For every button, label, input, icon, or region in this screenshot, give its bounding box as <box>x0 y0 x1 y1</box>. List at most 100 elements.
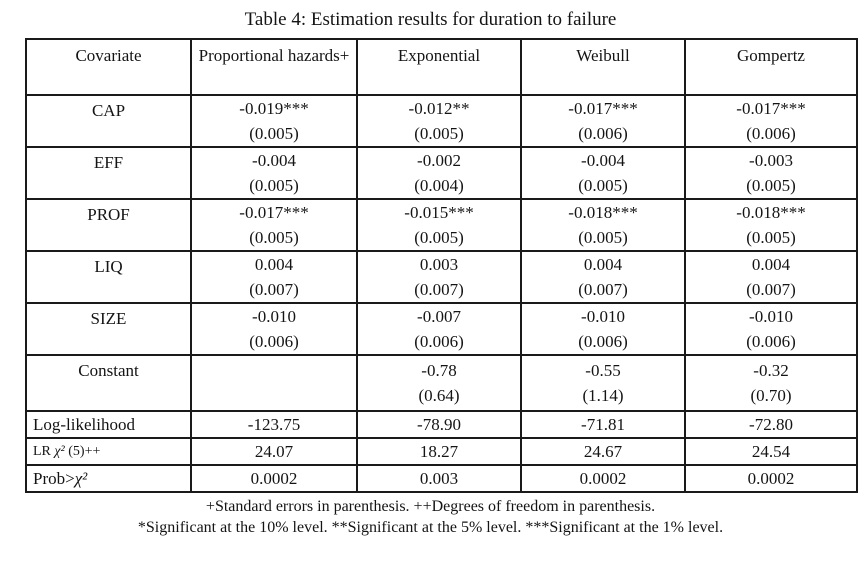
coefficient-value: -0.010 <box>749 307 793 326</box>
coefficient-value: -0.007 <box>417 307 461 326</box>
standard-error: (0.006) <box>249 332 299 351</box>
coefficient-value: -0.010 <box>581 307 625 326</box>
results-table: Covariate Proportional hazards+ Exponent… <box>25 38 858 493</box>
standard-error: (0.007) <box>249 280 299 299</box>
standard-error: (0.006) <box>414 332 464 351</box>
row-prob-chi2: Prob>χ² 0.0002 0.003 0.0002 0.0002 <box>25 464 858 493</box>
standard-error: (0.004) <box>414 176 464 195</box>
stat-value: -71.81 <box>520 410 686 439</box>
stat-value: 24.07 <box>190 437 358 466</box>
coef-cell: -0.004 (0.005) <box>190 146 358 200</box>
coef-cell: 0.004 (0.007) <box>190 250 358 304</box>
coefficient-value: -0.78 <box>421 361 457 380</box>
stat-value: 0.0002 <box>684 464 858 493</box>
coef-cell <box>190 354 358 412</box>
coefficient-value: -0.004 <box>581 151 625 170</box>
standard-error: (0.005) <box>578 176 628 195</box>
coefficient-value: -0.002 <box>417 151 461 170</box>
coef-cell: -0.010 (0.006) <box>190 302 358 356</box>
row-label: PROF <box>25 198 192 252</box>
standard-error: (0.007) <box>414 280 464 299</box>
stat-value: 18.27 <box>356 437 522 466</box>
standard-error: (0.007) <box>578 280 628 299</box>
coef-cell: -0.004 (0.005) <box>520 146 686 200</box>
col-header-gompertz: Gompertz <box>684 38 858 96</box>
row-log-likelihood: Log-likelihood -123.75 -78.90 -71.81 -72… <box>25 410 858 439</box>
table-title: Table 4: Estimation results for duration… <box>244 9 617 30</box>
standard-error: (0.006) <box>578 124 628 143</box>
row-label: LR χ² (5)++ <box>25 437 192 466</box>
stat-value: -78.90 <box>356 410 522 439</box>
coefficient-value: -0.019*** <box>239 99 309 118</box>
stat-value: -123.75 <box>190 410 358 439</box>
stat-label-text: LR <box>33 444 55 459</box>
coefficient-value: -0.017*** <box>736 99 806 118</box>
coefficient-value: -0.004 <box>252 151 296 170</box>
row-label: LIQ <box>25 250 192 304</box>
standard-error: (0.005) <box>746 176 796 195</box>
header-row: Covariate Proportional hazards+ Exponent… <box>25 38 858 96</box>
coefficient-value: -0.003 <box>749 151 793 170</box>
standard-error: (0.006) <box>578 332 628 351</box>
standard-error: (0.005) <box>414 124 464 143</box>
row-lr-chi2: LR χ² (5)++ 24.07 18.27 24.67 24.54 <box>25 437 858 466</box>
standard-error: (0.005) <box>249 176 299 195</box>
coefficient-value: -0.015*** <box>404 203 474 222</box>
col-header-weibull: Weibull <box>520 38 686 96</box>
row-label: SIZE <box>25 302 192 356</box>
col-header-proportional-hazards: Proportional hazards+ <box>190 38 358 96</box>
footnote-significance: *Significant at the 10% level. **Signifi… <box>137 519 724 536</box>
coef-cell: -0.012** (0.005) <box>356 94 522 148</box>
coefficient-value: -0.018*** <box>736 203 806 222</box>
row-label: EFF <box>25 146 192 200</box>
coef-cell: 0.003 (0.007) <box>356 250 522 304</box>
coef-cell: -0.017*** (0.006) <box>684 94 858 148</box>
row-label: Constant <box>25 354 192 412</box>
coef-cell: -0.003 (0.005) <box>684 146 858 200</box>
row-prof: PROF -0.017*** (0.005) -0.015*** (0.005)… <box>25 198 858 252</box>
coefficient-value: 0.004 <box>751 255 791 274</box>
coefficient-value: 0.003 <box>419 255 459 274</box>
coef-cell: -0.018*** (0.005) <box>684 198 858 252</box>
coef-cell: -0.017*** (0.005) <box>190 198 358 252</box>
standard-error: (0.005) <box>249 124 299 143</box>
coefficient-value: -0.018*** <box>568 203 638 222</box>
stat-value: 0.0002 <box>190 464 358 493</box>
stat-label-text: Log-likelihood <box>33 415 135 434</box>
standard-error: (0.005) <box>414 228 464 247</box>
standard-error: (0.005) <box>249 228 299 247</box>
standard-error: (0.70) <box>750 386 792 405</box>
coef-cell: -0.78 (0.64) <box>356 354 522 412</box>
coefficient-value: -0.55 <box>585 361 621 380</box>
footnote-errors: +Standard errors in parenthesis. ++Degre… <box>205 498 656 515</box>
row-label: CAP <box>25 94 192 148</box>
coefficient-value: -0.32 <box>753 361 789 380</box>
coef-cell: 0.004 (0.007) <box>520 250 686 304</box>
row-eff: EFF -0.004 (0.005) -0.002 (0.004) -0.004… <box>25 146 858 200</box>
coef-cell: -0.010 (0.006) <box>684 302 858 356</box>
coefficient-value: -0.017*** <box>568 99 638 118</box>
chi-squared-symbol: χ² <box>54 444 65 459</box>
coef-cell: -0.019*** (0.005) <box>190 94 358 148</box>
coefficient-value: 0.004 <box>583 255 623 274</box>
coefficient-value: -0.017*** <box>239 203 309 222</box>
standard-error: (0.005) <box>578 228 628 247</box>
standard-error: (0.007) <box>746 280 796 299</box>
standard-error: (0.005) <box>746 228 796 247</box>
coefficient-value: -0.010 <box>252 307 296 326</box>
row-constant: Constant -0.78 (0.64) -0.55 (1.14) -0.32… <box>25 354 858 412</box>
coef-cell: 0.004 (0.007) <box>684 250 858 304</box>
coefficient-value: -0.012** <box>408 99 470 118</box>
stat-label-text: Prob> <box>33 469 75 488</box>
standard-error: (0.006) <box>746 332 796 351</box>
row-cap: CAP -0.019*** (0.005) -0.012** (0.005) -… <box>25 94 858 148</box>
row-liq: LIQ 0.004 (0.007) 0.003 (0.007) 0.004 (0… <box>25 250 858 304</box>
stat-value: 0.003 <box>356 464 522 493</box>
coef-cell: -0.55 (1.14) <box>520 354 686 412</box>
stat-label-suffix: (5)++ <box>64 444 101 459</box>
coef-cell: -0.007 (0.006) <box>356 302 522 356</box>
stat-value: -72.80 <box>684 410 858 439</box>
stat-value: 24.67 <box>520 437 686 466</box>
coef-cell: -0.015*** (0.005) <box>356 198 522 252</box>
